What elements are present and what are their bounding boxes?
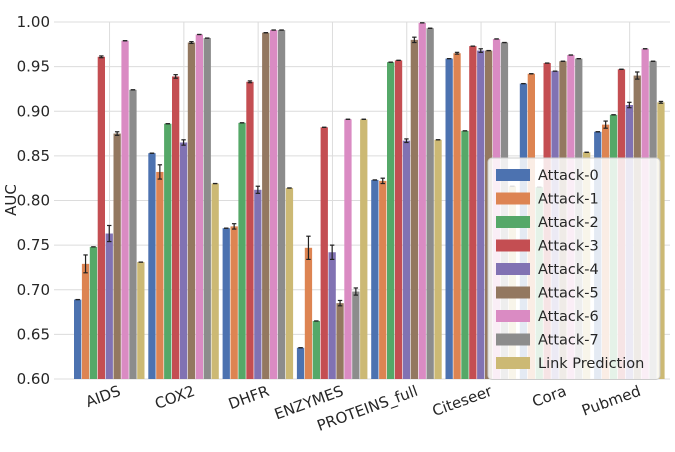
bar-attack-4-dhfr bbox=[254, 189, 262, 379]
bar-attack-0-aids bbox=[74, 299, 82, 379]
legend-swatch bbox=[496, 333, 530, 346]
bar-attack-2-enzymes bbox=[312, 320, 320, 379]
bar-attack-4-citeseer bbox=[477, 50, 485, 380]
legend-label: Attack-2 bbox=[538, 215, 599, 231]
legend-swatch bbox=[496, 169, 530, 181]
legend-swatch bbox=[496, 263, 530, 275]
bar-attack-7-cox2 bbox=[203, 38, 211, 379]
y-tick-label: 1.00 bbox=[17, 13, 50, 31]
bar-attack-2-cox2 bbox=[164, 123, 172, 380]
bar-attack-4-proteins_full bbox=[402, 140, 411, 379]
bar-link-prediction-dhfr bbox=[285, 188, 294, 379]
bar-attack-6-proteins_full bbox=[418, 22, 426, 380]
bar-link-prediction-aids bbox=[137, 262, 145, 379]
bar-link-prediction-proteins_full bbox=[434, 139, 442, 379]
legend-label: Attack-1 bbox=[538, 192, 599, 208]
legend-label: Attack-6 bbox=[538, 309, 599, 325]
x-tick-label: Citeseer bbox=[430, 382, 495, 420]
bar-attack-3-citeseer bbox=[469, 46, 477, 379]
bar-attack-6-dhfr bbox=[270, 30, 278, 379]
legend-swatch bbox=[496, 310, 530, 322]
legend-label: Attack-5 bbox=[538, 286, 599, 302]
y-tick-label: 0.85 bbox=[17, 147, 50, 165]
y-tick-label: 0.80 bbox=[17, 192, 50, 210]
bar-attack-4-cox2 bbox=[179, 142, 188, 379]
bar-attack-3-enzymes bbox=[320, 127, 328, 379]
bar-attack-1-cox2 bbox=[156, 171, 164, 379]
legend-swatch bbox=[496, 357, 530, 369]
legend-box bbox=[487, 157, 661, 380]
bar-attack-3-dhfr bbox=[246, 81, 254, 380]
bar-attack-0-enzymes bbox=[296, 347, 305, 379]
bar-attack-2-aids bbox=[89, 246, 98, 379]
bar-attack-6-enzymes bbox=[344, 119, 352, 379]
bar-attack-0-dhfr bbox=[222, 228, 230, 379]
legend-swatch bbox=[496, 286, 530, 299]
y-tick-label: 0.70 bbox=[17, 281, 50, 299]
bar-attack-1-dhfr bbox=[230, 226, 238, 379]
legend: Attack-0 Attack-1 Attack-2 Attack-3 Attack-4… bbox=[487, 157, 661, 380]
bar-link-prediction-enzymes bbox=[360, 119, 368, 379]
bar-attack-3-aids bbox=[97, 56, 105, 380]
y-tick-label: 0.60 bbox=[17, 370, 50, 388]
bar-attack-5-proteins_full bbox=[410, 39, 418, 379]
y-tick-label: 0.65 bbox=[17, 325, 50, 343]
bar-attack-5-cox2 bbox=[187, 42, 196, 380]
bar-attack-7-enzymes bbox=[352, 291, 360, 379]
error-bars bbox=[75, 22, 664, 349]
bar-attack-7-dhfr bbox=[277, 30, 286, 379]
bar-attack-4-enzymes bbox=[328, 252, 336, 379]
legend-label: Attack-0 bbox=[538, 168, 599, 184]
legend-swatch bbox=[496, 239, 530, 252]
x-tick-label: AIDS bbox=[83, 382, 123, 411]
bar-attack-5-enzymes bbox=[336, 303, 344, 379]
bar-attack-0-cox2 bbox=[148, 153, 156, 379]
bar-attack-7-proteins_full bbox=[426, 28, 434, 380]
bar-link-prediction-pubmed bbox=[657, 102, 665, 379]
bar-attack-6-cox2 bbox=[195, 34, 203, 380]
legend-label: Attack-3 bbox=[538, 239, 599, 255]
bar-attack-4-aids bbox=[105, 233, 113, 379]
bar-attack-6-aids bbox=[121, 40, 129, 380]
bar-attack-3-proteins_full bbox=[394, 60, 403, 379]
bar-attack-1-enzymes bbox=[304, 247, 313, 379]
y-axis-ticks: 0.60 0.65 0.70 0.75 0.80 0.85 0.90 0.95 1.00 bbox=[17, 13, 50, 388]
bar-attack-1-proteins_full bbox=[379, 180, 387, 379]
legend-swatch bbox=[496, 192, 530, 205]
y-tick-label: 0.75 bbox=[17, 236, 50, 254]
x-tick-label: COX2 bbox=[152, 382, 197, 413]
legend-label: Attack-7 bbox=[538, 333, 599, 349]
legend-label: Link Prediction bbox=[538, 356, 644, 372]
x-tick-label: Pubmed bbox=[579, 382, 643, 420]
legend-label: Attack-4 bbox=[538, 262, 599, 278]
bar-link-prediction-cox2 bbox=[211, 183, 219, 379]
bar-attack-3-cox2 bbox=[172, 76, 180, 379]
x-tick-label: DHFR bbox=[226, 382, 272, 413]
bar-attack-5-dhfr bbox=[262, 32, 270, 380]
bar-attack-2-citeseer bbox=[461, 130, 469, 379]
bar-attack-1-aids bbox=[81, 263, 90, 379]
bar-attack-1-citeseer bbox=[453, 53, 461, 380]
bar-attack-2-proteins_full bbox=[387, 62, 395, 379]
bar-attack-2-dhfr bbox=[238, 122, 246, 379]
bar-attack-0-proteins_full bbox=[371, 179, 379, 379]
y-tick-label: 0.90 bbox=[17, 102, 50, 120]
bar-attack-5-aids bbox=[113, 133, 121, 379]
bar-attack-0-citeseer bbox=[445, 58, 453, 379]
y-tick-label: 0.95 bbox=[17, 58, 50, 76]
x-tick-label: Cora bbox=[530, 382, 569, 411]
bar-attack-7-aids bbox=[129, 89, 137, 379]
legend-swatch bbox=[496, 216, 530, 228]
y-axis-label: AUC bbox=[2, 184, 20, 216]
